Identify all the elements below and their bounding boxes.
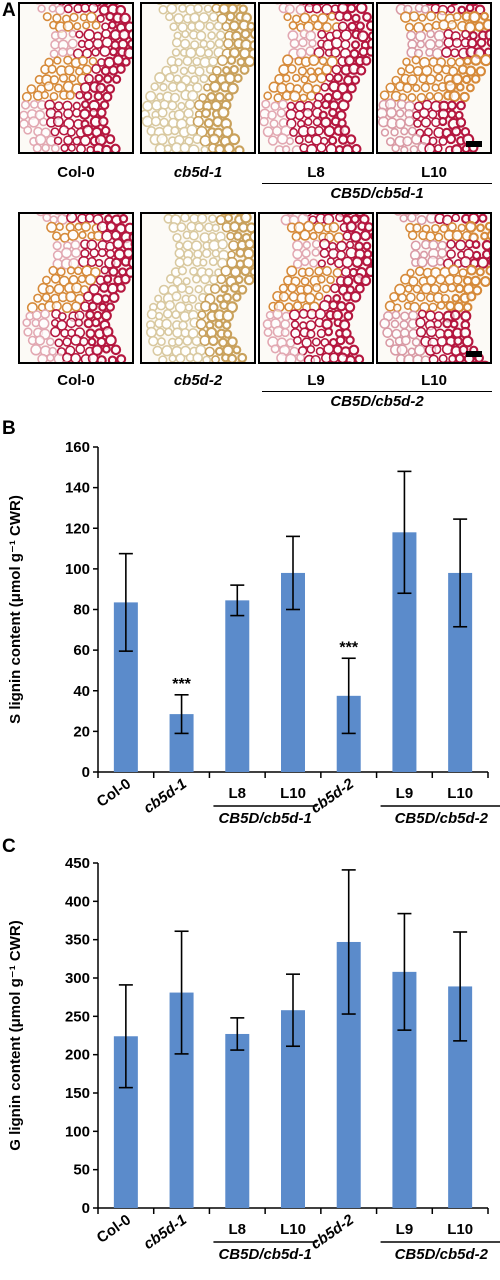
group-label: CB5D/cb5d-1: [330, 185, 424, 202]
significance-label: ***: [172, 676, 191, 693]
group-label: CB5D/cb5d-1: [218, 810, 311, 827]
group-bracket: [262, 183, 492, 184]
group-label: CB5D/cb5d-2: [330, 393, 424, 410]
panel-b-letter: B: [2, 418, 16, 439]
error-bar: [286, 535, 300, 611]
x-tick-label: L10: [447, 785, 473, 802]
chart-s-lignin: 0 20 40 60 80 100 120 140 160 S lignin content (μ…: [7, 439, 500, 827]
x-tick-label: L8: [229, 785, 247, 802]
y-tick-label: 250: [65, 1008, 90, 1025]
x-tick-label: Col-0: [94, 1211, 134, 1246]
micrograph-row1-cb5d1: [140, 2, 256, 154]
micrograph-label: Col-0: [57, 372, 95, 389]
y-tick-label: 0: [82, 764, 90, 781]
y-tick-label: 80: [73, 602, 90, 619]
x-tick-label: Col-0: [94, 775, 134, 810]
micrograph-label: L9: [307, 372, 325, 389]
micrograph-row1-l10: [376, 2, 492, 154]
y-tick-label: 200: [65, 1047, 90, 1064]
x-tick-label: cb5d-2: [308, 775, 358, 817]
error-bar: [230, 1017, 245, 1051]
y-axis-label: G lignin content (μmol g⁻¹ CWR): [7, 920, 24, 1150]
y-tick-label: 150: [65, 1085, 90, 1102]
error-bar: [174, 694, 189, 735]
error-bar: [286, 973, 300, 1048]
y-tick-label: 0: [82, 1200, 90, 1217]
y-tick-label: 160: [65, 439, 90, 456]
bar: [225, 600, 250, 772]
y-tick-label: 60: [73, 642, 90, 659]
y-tick-label: 450: [65, 855, 90, 872]
x-tick-label: cb5d-1: [141, 1211, 190, 1253]
error-bar: [397, 470, 412, 595]
y-tick-label: 20: [73, 723, 90, 740]
scale-bar: [466, 141, 482, 147]
group-bracket: [262, 391, 492, 392]
y-tick-label: 100: [65, 1123, 90, 1140]
y-tick-label: 120: [65, 520, 90, 537]
error-bar: [397, 912, 412, 1031]
error-bar: [174, 930, 189, 1055]
scale-bar: [466, 351, 482, 357]
x-tick-label: L10: [280, 1221, 306, 1238]
micrograph-row2-cb5d2: [140, 212, 256, 364]
x-tick-label: L10: [447, 1221, 473, 1238]
x-tick-label: L9: [396, 785, 414, 802]
micrograph-label: cb5d-1: [173, 164, 223, 181]
micrograph-label: L8: [307, 164, 325, 181]
x-tick-label: cb5d-1: [141, 775, 190, 817]
group-label: CB5D/cb5d-2: [395, 1246, 489, 1263]
micrograph-label: L10: [421, 372, 447, 389]
micrograph-row2-l10: [376, 212, 492, 364]
micrograph-label: L10: [421, 164, 447, 181]
error-bar: [230, 584, 245, 617]
micrograph-label: Col-0: [57, 164, 95, 181]
y-tick-label: 350: [65, 932, 90, 949]
y-tick-label: 300: [65, 970, 90, 987]
error-bar: [341, 869, 356, 1015]
y-tick-label: 140: [65, 480, 90, 497]
x-tick-label: L9: [396, 1221, 414, 1238]
x-tick-label: L8: [229, 1221, 247, 1238]
y-axis-label: S lignin content (μmol g⁻¹ CWR): [7, 495, 24, 724]
panel-c-letter: C: [2, 836, 16, 857]
y-tick-label: 400: [65, 893, 90, 910]
group-label: CB5D/cb5d-1: [218, 1246, 311, 1263]
bar: [225, 1033, 250, 1208]
error-bar: [118, 552, 133, 652]
x-tick-label: cb5d-2: [308, 1211, 358, 1253]
error-bar: [341, 657, 356, 735]
significance-label: ***: [339, 639, 358, 656]
chart-g-lignin: 0 50 100 150 200 250 300 350 400 450 G lignin cont…: [7, 855, 500, 1263]
error-bar: [453, 518, 468, 628]
panel-a-letter: A: [2, 0, 16, 21]
micrograph-label: cb5d-2: [173, 372, 223, 389]
x-tick-label: L10: [280, 785, 306, 802]
y-tick-label: 40: [73, 683, 90, 700]
y-tick-label: 50: [73, 1162, 90, 1179]
error-bar: [118, 984, 133, 1089]
micrograph-row2-l9: [258, 212, 374, 364]
micrograph-row2-col0: [18, 212, 134, 364]
micrograph-row1-l8: [258, 2, 374, 154]
y-tick-label: 100: [65, 561, 90, 578]
error-bar: [453, 931, 468, 1042]
micrograph-row1-col0: [18, 2, 134, 154]
group-label: CB5D/cb5d-2: [395, 810, 489, 827]
